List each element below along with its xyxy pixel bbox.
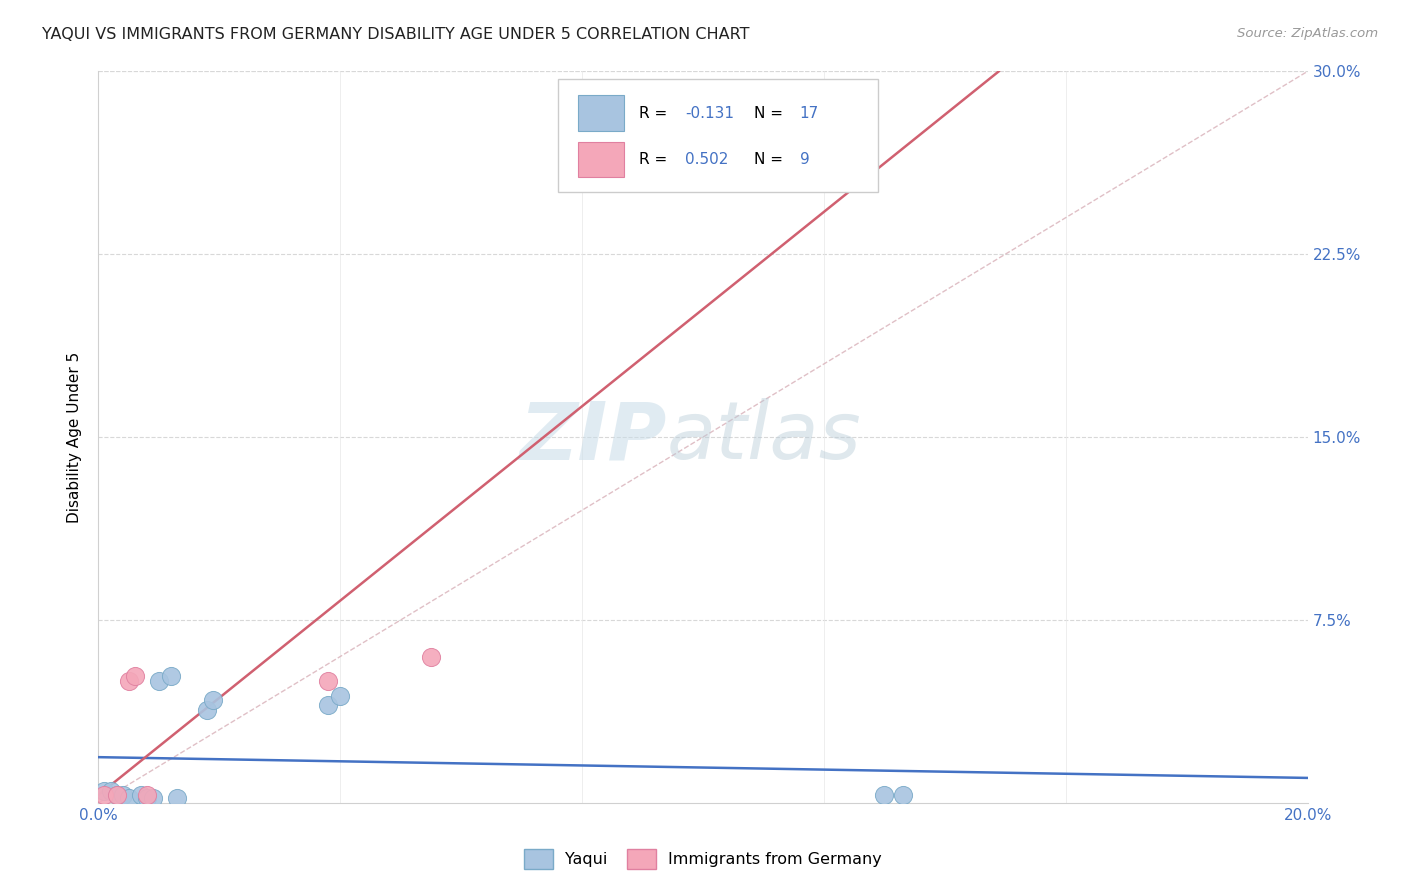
Point — [891, 789, 914, 803]
Point — [105, 789, 128, 803]
Point — [118, 673, 141, 688]
Point — [148, 673, 170, 688]
Point — [329, 689, 352, 703]
Text: atlas: atlas — [666, 398, 862, 476]
FancyBboxPatch shape — [558, 78, 879, 192]
Point — [420, 649, 443, 664]
Point — [202, 693, 225, 707]
Legend: Yaqui, Immigrants from Germany: Yaqui, Immigrants from Germany — [517, 843, 889, 875]
Point — [160, 669, 183, 683]
Text: -0.131: -0.131 — [685, 105, 734, 120]
Text: 0.502: 0.502 — [685, 152, 728, 167]
Text: R =: R = — [638, 105, 672, 120]
Point — [100, 783, 122, 797]
Point — [316, 673, 339, 688]
Point — [93, 789, 115, 803]
Text: R =: R = — [638, 152, 672, 167]
Point — [195, 703, 218, 717]
Text: N =: N = — [754, 105, 787, 120]
Point — [118, 791, 141, 805]
Text: YAQUI VS IMMIGRANTS FROM GERMANY DISABILITY AGE UNDER 5 CORRELATION CHART: YAQUI VS IMMIGRANTS FROM GERMANY DISABIL… — [42, 27, 749, 42]
Text: 9: 9 — [800, 152, 810, 167]
Point — [93, 783, 115, 797]
Bar — [578, 142, 624, 177]
Y-axis label: Disability Age Under 5: Disability Age Under 5 — [67, 351, 83, 523]
Text: 17: 17 — [800, 105, 818, 120]
Point — [142, 791, 165, 805]
Point — [124, 669, 146, 683]
Point — [135, 789, 157, 803]
Text: ZIP: ZIP — [519, 398, 666, 476]
Point — [783, 150, 806, 164]
Point — [316, 698, 339, 713]
Bar — [578, 95, 624, 130]
Text: Source: ZipAtlas.com: Source: ZipAtlas.com — [1237, 27, 1378, 40]
Point — [105, 789, 128, 803]
Point — [135, 791, 157, 805]
Point — [129, 789, 152, 803]
Point — [166, 791, 188, 805]
Point — [111, 789, 134, 803]
Text: N =: N = — [754, 152, 787, 167]
Point — [873, 789, 896, 803]
